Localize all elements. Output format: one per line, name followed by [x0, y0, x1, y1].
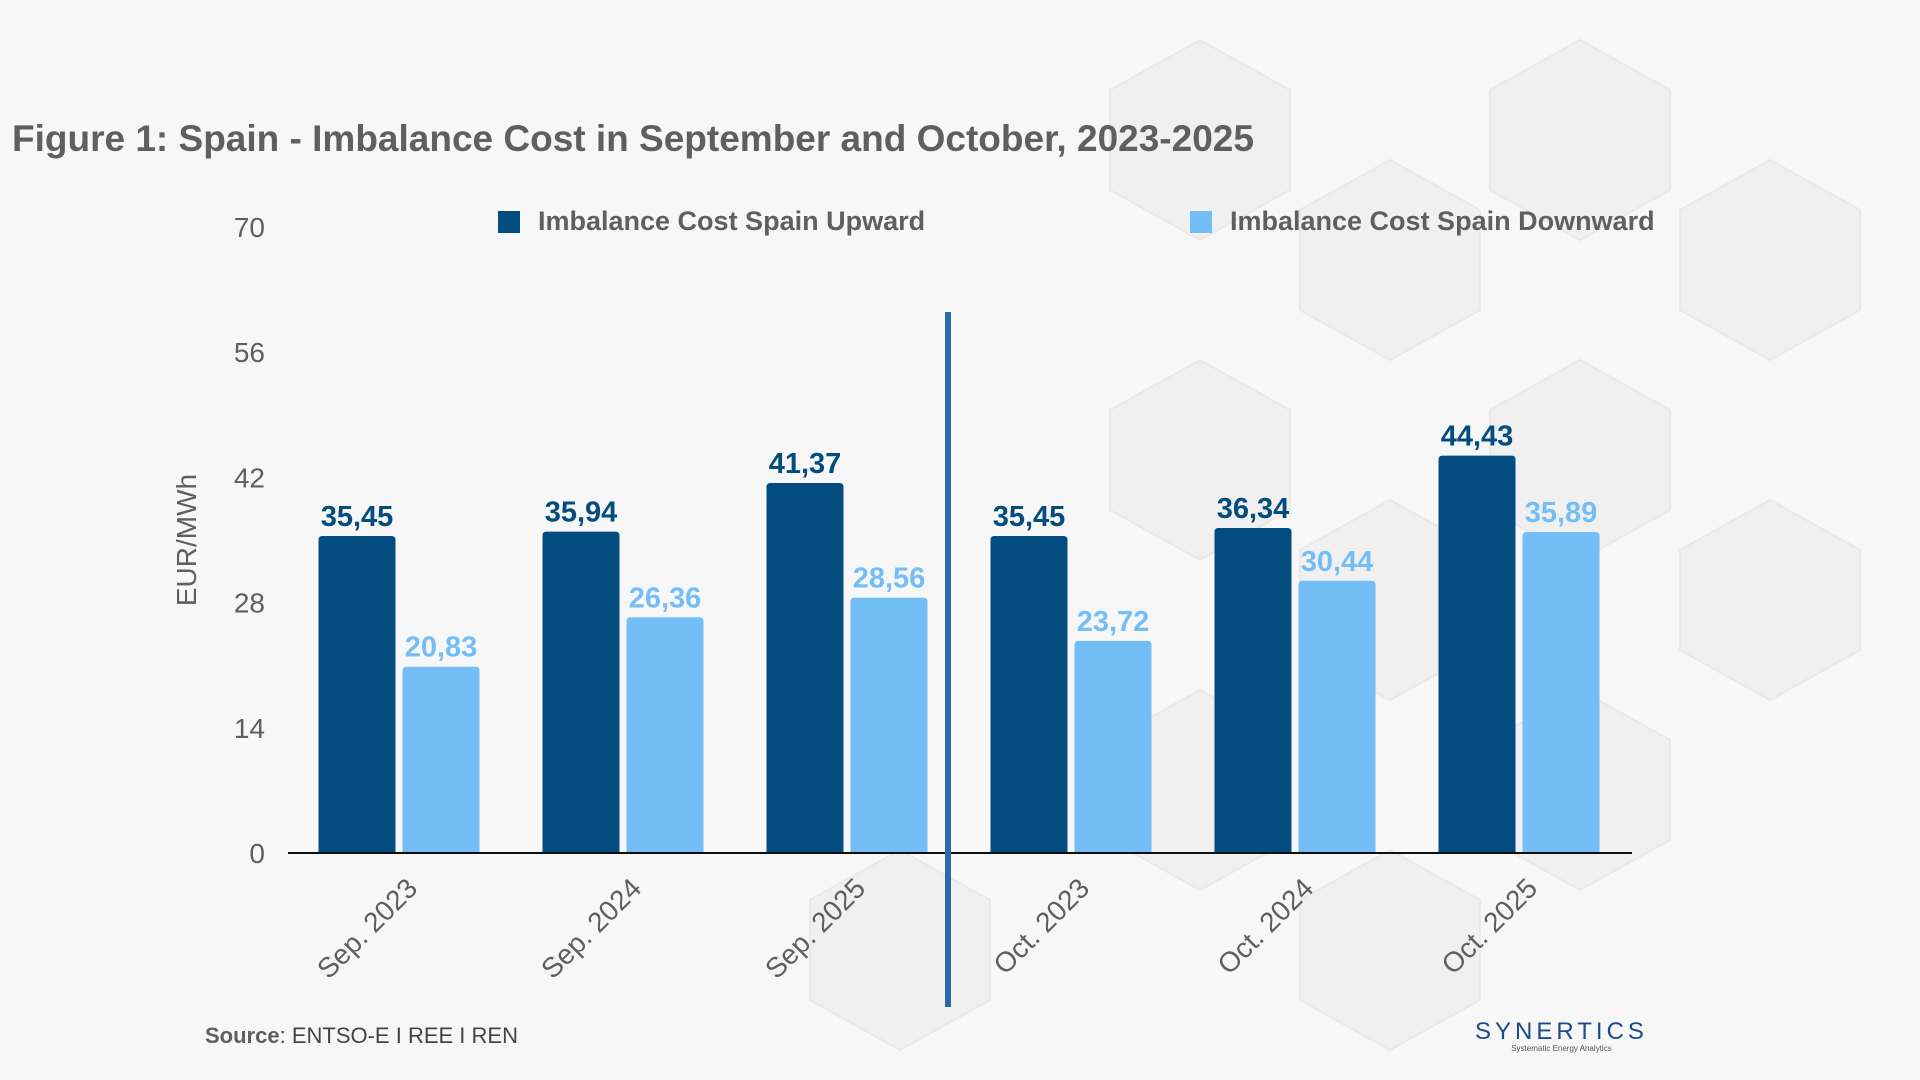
- x-tick-label: Oct. 2024: [1211, 872, 1319, 980]
- bar-downward: [626, 617, 704, 853]
- logo-name: SYNERTICS: [1475, 1018, 1648, 1045]
- y-tick-label: 0: [249, 838, 265, 869]
- chart-title: Figure 1: Spain - Imbalance Cost in Sept…: [12, 118, 1254, 159]
- y-tick-label: 56: [234, 337, 265, 368]
- data-label: 35,89: [1525, 497, 1598, 529]
- data-label: 23,72: [1077, 606, 1150, 638]
- data-label: 20,83: [405, 632, 478, 664]
- legend-item-downward: Imbalance Cost Spain Downward: [1190, 206, 1655, 237]
- logo-tagline: Systematic Energy Analytics: [1511, 1044, 1612, 1053]
- legend-item-upward: Imbalance Cost Spain Upward: [498, 206, 925, 237]
- data-label: 30,44: [1301, 546, 1374, 578]
- data-label: 41,37: [769, 448, 842, 480]
- y-tick-label: 14: [234, 713, 265, 744]
- source-text: : ENTSO-E I REE I REN: [279, 1023, 518, 1048]
- legend-label-upward: Imbalance Cost Spain Upward: [538, 206, 926, 236]
- x-tick-label: Sep. 2025: [759, 872, 871, 984]
- data-label: 26,36: [629, 582, 702, 614]
- source-note: Source: ENTSO-E I REE I REN: [205, 1023, 518, 1049]
- bar-upward: [1214, 528, 1292, 853]
- data-label: 35,45: [321, 501, 394, 533]
- bar-downward: [1522, 532, 1600, 853]
- bar-upward: [766, 483, 844, 853]
- x-tick-label: Oct. 2025: [1435, 872, 1543, 980]
- y-tick-label: 42: [234, 462, 265, 493]
- data-label: 28,56: [853, 563, 926, 595]
- x-tick-label: Oct. 2023: [987, 872, 1095, 980]
- x-tick-label: Sep. 2023: [311, 872, 423, 984]
- bar-upward: [542, 531, 620, 853]
- bar-upward: [318, 535, 396, 853]
- legend-swatch-downward: [1190, 210, 1212, 233]
- bar-upward: [1438, 455, 1516, 853]
- synertics-logo: SYNERTICS Systematic Energy Analytics: [1475, 1018, 1648, 1053]
- bar-downward: [1298, 580, 1376, 853]
- bar-upward: [990, 535, 1068, 853]
- y-axis-label: EUR/MWh: [171, 474, 202, 606]
- data-label: 36,34: [1217, 493, 1290, 525]
- y-tick-label: 28: [234, 588, 265, 619]
- legend-swatch-upward: [498, 210, 520, 233]
- data-label: 35,94: [545, 497, 618, 529]
- x-tick-label: Sep. 2024: [535, 872, 647, 984]
- legend-label-downward: Imbalance Cost Spain Downward: [1230, 206, 1655, 236]
- data-label: 44,43: [1441, 421, 1514, 453]
- y-tick-label: 70: [234, 212, 265, 243]
- data-label: 35,45: [993, 501, 1066, 533]
- bar-downward: [850, 597, 928, 853]
- bar-downward: [402, 666, 480, 853]
- bar-downward: [1074, 640, 1152, 853]
- source-label: Source: [205, 1023, 280, 1048]
